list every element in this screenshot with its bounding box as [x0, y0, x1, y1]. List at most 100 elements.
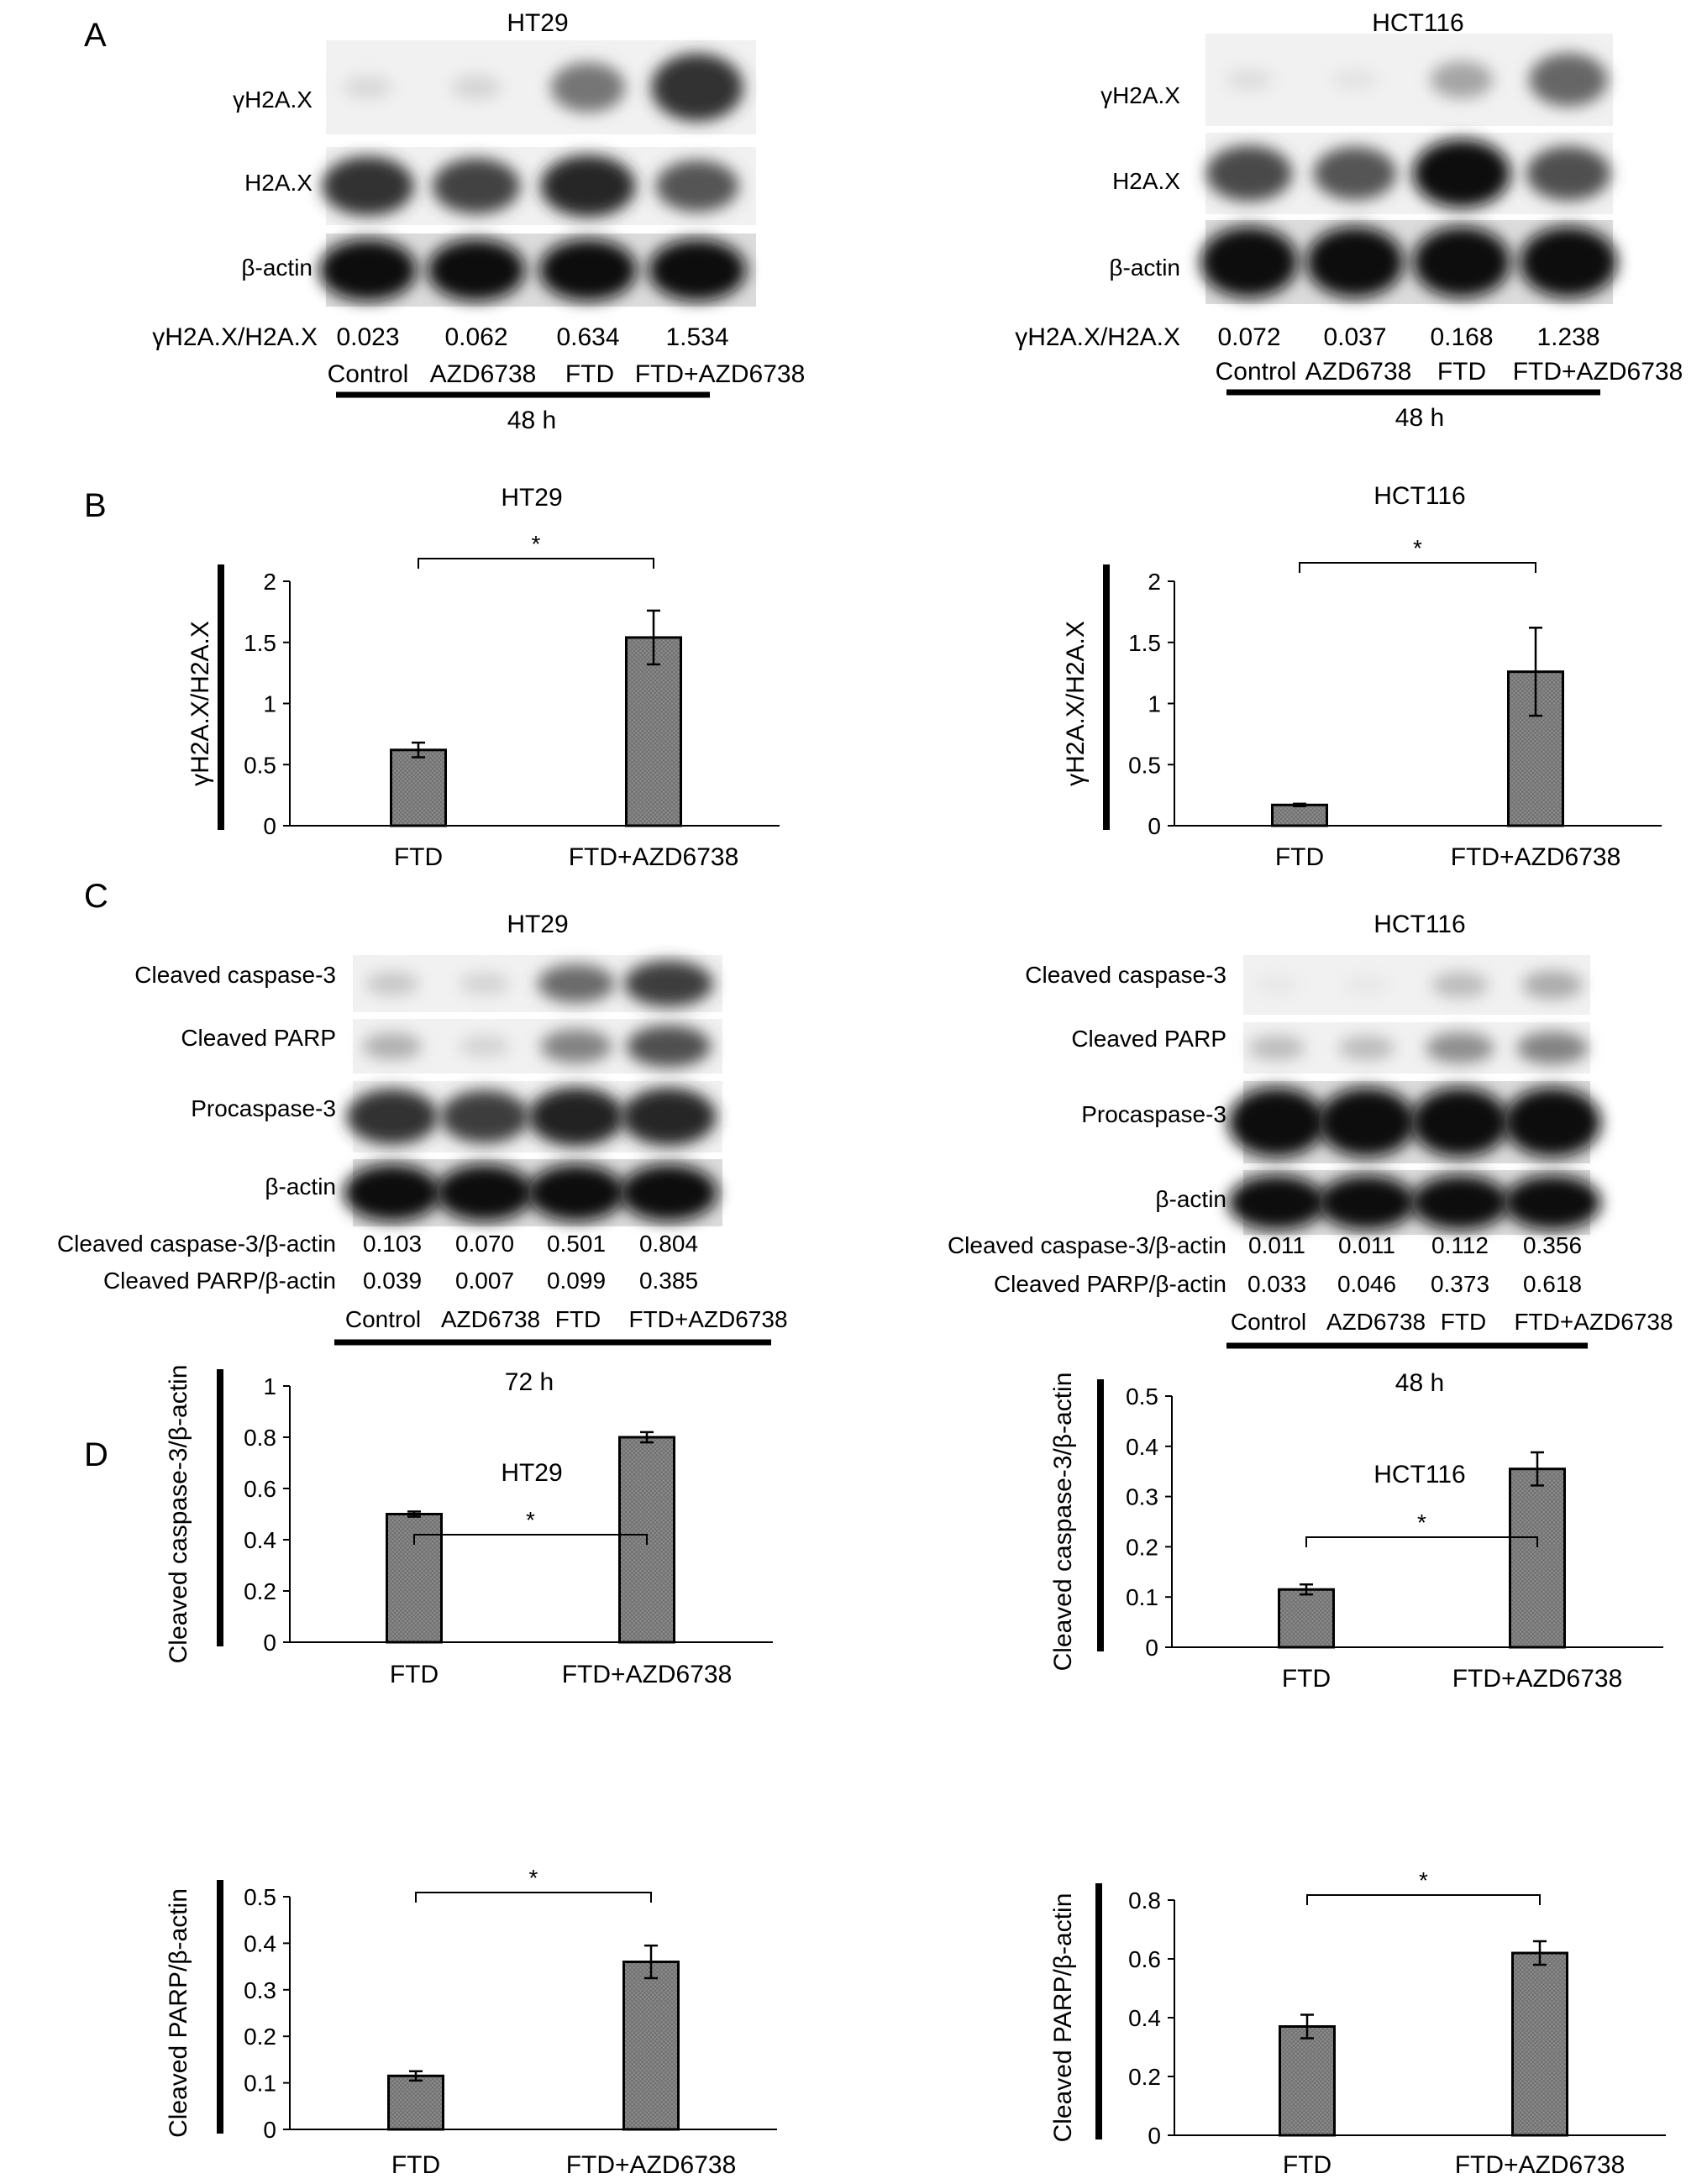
lane-label: FTD	[565, 360, 614, 388]
time-label: 48 h	[1395, 404, 1444, 432]
y-tick-label: 0.8	[1128, 1887, 1161, 1914]
blot-band	[1313, 146, 1397, 201]
protein-label-cleaved-caspase3: Cleaved caspase-3	[1025, 962, 1226, 988]
significance-bracket	[1299, 562, 1536, 573]
panel-a-hct116-title: HCT116	[1372, 9, 1463, 37]
blot-band	[1343, 975, 1390, 995]
protein-label-actin: β-actin	[265, 1173, 336, 1200]
lane-label: Control	[328, 360, 409, 388]
y-tick-label: 0	[263, 813, 276, 839]
blot-band	[1200, 227, 1298, 297]
protein-label-cleaved-parp: Cleaved PARP	[1071, 1026, 1226, 1052]
blot-band	[322, 156, 414, 216]
y-tick-label: 1	[263, 1373, 276, 1399]
bar	[1271, 803, 1328, 827]
significance-bracket	[418, 558, 654, 569]
bar	[1279, 2025, 1336, 2137]
y-tick-label: 0	[263, 1630, 276, 1656]
blot-band	[344, 1164, 441, 1221]
significance-star: *	[1419, 1867, 1428, 1893]
ratio-label: γH2A.X/H2A.X	[1015, 323, 1180, 351]
ratio-label-parp: Cleaved PARP/β-actin	[103, 1268, 336, 1294]
y-axis-label: Cleaved PARP/β-actin	[165, 1888, 192, 2138]
protein-label-gh2ax: γH2A.X	[233, 87, 313, 113]
y-axis-label: γH2A.X/H2A.X	[186, 621, 214, 786]
blot-band	[655, 160, 739, 213]
panel-c-hct116-blot	[1228, 955, 1601, 1235]
protein-label-cleaved-caspase3: Cleaved caspase-3	[134, 962, 336, 988]
blot-band	[626, 1025, 712, 1068]
panel-a-ht29: HT29 γH2A.X H2A.X β-actin γH2A.X/H2A.X 0…	[152, 9, 805, 434]
lane-label: AZD6738	[1305, 358, 1412, 386]
chart-title: HT29	[501, 1459, 562, 1487]
ratio-label-parp: Cleaved PARP/β-actin	[994, 1271, 1226, 1297]
lane-label: FTD+AZD6738	[1513, 358, 1683, 386]
panel-letter-d: D	[84, 1436, 108, 1473]
y-tick-label: 0	[1145, 1635, 1158, 1661]
y-axis-label: Cleaved caspase-3/β-actin	[165, 1365, 192, 1664]
y-tick-label: 0.2	[1128, 2064, 1161, 2090]
panel-letter-b: B	[84, 487, 107, 524]
y-tick-label: 0.5	[1128, 752, 1161, 778]
y-tick-label: 0	[1148, 2123, 1161, 2149]
bar	[387, 2074, 444, 2131]
chart-title: HCT116	[1373, 1461, 1465, 1488]
blot-band	[1431, 971, 1489, 999]
ratio-value: 1.534	[665, 323, 728, 351]
time-label: 72 h	[505, 1368, 554, 1396]
significance-bracket	[1305, 1536, 1538, 1547]
blot-band	[538, 963, 615, 1004]
blot-band	[1504, 1175, 1601, 1230]
ratio-value: 1.238	[1536, 323, 1599, 351]
y-tick-label: 0.2	[1126, 1534, 1158, 1560]
y-tick-label: 0	[263, 2117, 276, 2143]
ratio-value: 0.011	[1248, 1232, 1305, 1258]
y-tick-label: 0.1	[244, 2071, 276, 2097]
ratio-value: 0.023	[336, 323, 399, 351]
chart-title: HCT116	[1373, 482, 1465, 510]
lane-label: FTD	[1437, 358, 1486, 386]
blot-band	[528, 1164, 625, 1221]
blot-band	[432, 158, 521, 214]
ratio-value: 0.046	[1337, 1271, 1396, 1297]
lane-label: AZD6738	[441, 1306, 540, 1332]
lane-label: FTD	[1441, 1309, 1486, 1335]
blot-band	[428, 239, 525, 302]
category-label: FTD+AZD6738	[1455, 2151, 1626, 2179]
protein-label-cleaved-parp: Cleaved PARP	[181, 1025, 336, 1051]
protein-label-h2ax: H2A.X	[244, 170, 313, 196]
y-tick-label: 0.5	[1126, 1383, 1158, 1410]
ratio-label-caspase: Cleaved caspase-3/β-actin	[57, 1231, 336, 1257]
panel-c-ht29: HT29 Cleaved caspase-3 Cleaved PARP Proc…	[57, 911, 788, 1396]
blot-band	[1426, 1032, 1494, 1064]
category-label: FTD+AZD6738	[1451, 843, 1621, 871]
protein-label-gh2ax: γH2A.X	[1100, 82, 1180, 108]
y-tick-label: 1	[1148, 691, 1161, 717]
blot-band	[1413, 227, 1510, 297]
bar	[1278, 1588, 1335, 1649]
panel-a-hct116-blot	[1200, 34, 1617, 304]
blot-band	[649, 239, 746, 302]
significance-bracket	[413, 1534, 648, 1545]
panel-letter-a: A	[84, 17, 107, 54]
ratio-value: 0.037	[1323, 323, 1386, 351]
blot-band	[550, 62, 626, 113]
bar	[622, 1961, 680, 2131]
category-label: FTD	[1282, 1665, 1331, 1693]
ratio-value: 0.103	[363, 1231, 422, 1257]
blot-band	[624, 960, 713, 1007]
ratio-label-caspase: Cleaved caspase-3/β-actin	[948, 1232, 1226, 1258]
lane-label: FTD+AZD6738	[628, 1306, 787, 1332]
ratio-value: 0.112	[1431, 1232, 1489, 1258]
protein-label-h2ax: H2A.X	[1112, 168, 1180, 194]
y-tick-label: 0.1	[1126, 1584, 1158, 1610]
blot-band	[459, 972, 511, 995]
blot-band	[343, 75, 393, 100]
protein-label-procaspase3: Procaspase-3	[1081, 1101, 1226, 1127]
blot-band	[1430, 60, 1494, 99]
blot-band	[1516, 1031, 1589, 1065]
blot-band	[362, 1032, 423, 1060]
blot-band	[1318, 1175, 1415, 1230]
category-label: FTD	[1275, 843, 1324, 871]
ratio-value: 0.356	[1523, 1232, 1582, 1258]
